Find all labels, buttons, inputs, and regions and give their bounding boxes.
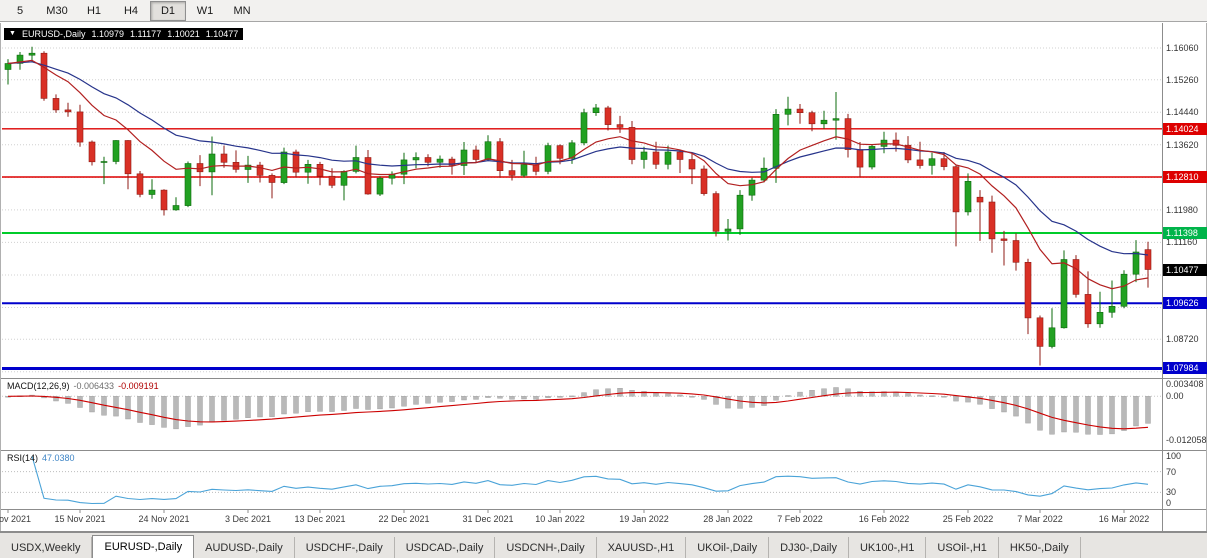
timeframe-button-5[interactable]: 5 bbox=[16, 4, 24, 17]
timeframe-button-H1[interactable]: H1 bbox=[86, 4, 102, 17]
macd-name: MACD(12,26,9) bbox=[7, 381, 70, 391]
date-axis-label: 16 Mar 2022 bbox=[1098, 514, 1150, 524]
macd-axis-label: 0.00 bbox=[1166, 391, 1184, 402]
macd-main-value: -0.006433 bbox=[73, 381, 115, 391]
date-axis-label: 10 Jan 2022 bbox=[535, 514, 585, 524]
date-axis-label: 16 Feb 2022 bbox=[858, 514, 910, 524]
rsi-indicator-label: RSI(14) 47.0380 bbox=[7, 453, 75, 463]
rsi-name: RSI(14) bbox=[7, 453, 39, 463]
date-axis-label: 5 Nov 2021 bbox=[0, 514, 32, 524]
rsi-axis-label: 30 bbox=[1166, 487, 1177, 498]
price-line-label: 1.09626 bbox=[1163, 297, 1207, 310]
timeframe-toolbar: 5 M30 H1 H4 D1 W1 MN bbox=[0, 0, 1207, 22]
timeframe-button-H4[interactable]: H4 bbox=[123, 4, 139, 17]
price-axis-label: 1.11160 bbox=[1166, 237, 1198, 248]
date-axis-label: 31 Dec 2021 bbox=[462, 514, 514, 524]
rsi-value: 47.0380 bbox=[42, 453, 75, 463]
symbol-tab-usdcnh-daily[interactable]: USDCNH-,Daily bbox=[495, 537, 597, 558]
date-axis-label: 13 Dec 2021 bbox=[294, 514, 346, 524]
chart-low-value: 1.10021 bbox=[167, 29, 200, 39]
price-line-label: 1.14024 bbox=[1163, 122, 1207, 135]
macd-signal-value: -0.009191 bbox=[118, 381, 159, 391]
rsi-axis-label: 70 bbox=[1166, 466, 1177, 477]
date-axis-label: 24 Nov 2021 bbox=[138, 514, 190, 524]
date-axis-label: 3 Dec 2021 bbox=[224, 514, 272, 524]
rsi-axis-label: 0 bbox=[1166, 498, 1172, 508]
macd-indicator-label: MACD(12,26,9) -0.006433 -0.009191 bbox=[7, 381, 159, 391]
price-axis-label: 1.11980 bbox=[1166, 204, 1198, 215]
macd-axis-label: -0.012058 bbox=[1166, 435, 1207, 445]
price-line-label: 1.11398 bbox=[1163, 227, 1207, 239]
symbol-tab-usdcad-daily[interactable]: USDCAD-,Daily bbox=[395, 537, 496, 558]
price-axis-label: 1.14440 bbox=[1166, 107, 1199, 118]
price-axis-label: 1.16060 bbox=[1166, 43, 1199, 53]
symbol-tab-ukoil-daily[interactable]: UKOil-,Daily bbox=[686, 537, 770, 558]
symbol-tab-usoil-h1[interactable]: USOil-,H1 bbox=[926, 537, 999, 558]
symbol-tabbar: USDX,Weekly EURUSD-,Daily AUDUSD-,Daily USD… bbox=[0, 532, 1207, 558]
symbol-tab-dj30-daily[interactable]: DJ30-,Daily bbox=[769, 537, 849, 558]
chart-open-value: 1.10979 bbox=[91, 29, 124, 39]
price-line-label: 1.10477 bbox=[1163, 263, 1207, 276]
date-axis-label: 7 Feb 2022 bbox=[777, 514, 823, 524]
price-axis-label: 1.08720 bbox=[1166, 334, 1199, 345]
chart-high-value: 1.11177 bbox=[130, 29, 162, 39]
rsi-axis-label: 100 bbox=[1166, 451, 1182, 461]
symbol-tab-uk100-h1[interactable]: UK100-,H1 bbox=[849, 537, 927, 558]
timeframe-button-MN[interactable]: MN bbox=[233, 4, 251, 17]
chart-ohlc-header: ▼ EURUSD-,Daily 1.10979 1.11177 1.10021 … bbox=[4, 28, 244, 40]
collapse-arrow-icon[interactable]: ▼ bbox=[9, 30, 16, 37]
timeframe-button-W1[interactable]: W1 bbox=[196, 4, 214, 17]
price-axis-label: 1.15260 bbox=[1166, 74, 1199, 85]
price-axis-label: 1.13620 bbox=[1166, 139, 1199, 150]
date-axis-label: 7 Mar 2022 bbox=[1017, 514, 1063, 524]
symbol-tab-xauusd-h1[interactable]: XAUUSD-,H1 bbox=[597, 537, 687, 558]
date-axis-label: 25 Feb 2022 bbox=[942, 514, 994, 524]
symbol-tab-usdx-weekly[interactable]: USDX,Weekly bbox=[0, 537, 93, 558]
chart-symbol-label: EURUSD-,Daily bbox=[21, 29, 86, 39]
timeframe-button-D1[interactable]: D1 bbox=[150, 0, 186, 21]
date-axis-label: 28 Jan 2022 bbox=[703, 514, 753, 524]
macd-axis-label: 0.003408 bbox=[1166, 379, 1204, 389]
symbol-tab-hk50-daily[interactable]: HK50-,Daily bbox=[999, 537, 1081, 558]
symbol-tab-eurusd-daily[interactable]: EURUSD-,Daily bbox=[92, 535, 195, 558]
symbol-tab-audusd-daily[interactable]: AUDUSD-,Daily bbox=[194, 537, 295, 558]
date-axis-label: 15 Nov 2021 bbox=[54, 514, 106, 524]
price-line-label: 1.07984 bbox=[1163, 362, 1207, 375]
symbol-tab-usdchf-daily[interactable]: USDCHF-,Daily bbox=[295, 537, 395, 558]
timeframe-button-M30[interactable]: M30 bbox=[46, 4, 68, 17]
price-line-label: 1.12810 bbox=[1163, 170, 1207, 183]
date-axis-label: 22 Dec 2021 bbox=[378, 514, 430, 524]
chart-close-value: 1.10477 bbox=[205, 29, 239, 39]
date-axis-label: 19 Jan 2022 bbox=[619, 514, 669, 524]
